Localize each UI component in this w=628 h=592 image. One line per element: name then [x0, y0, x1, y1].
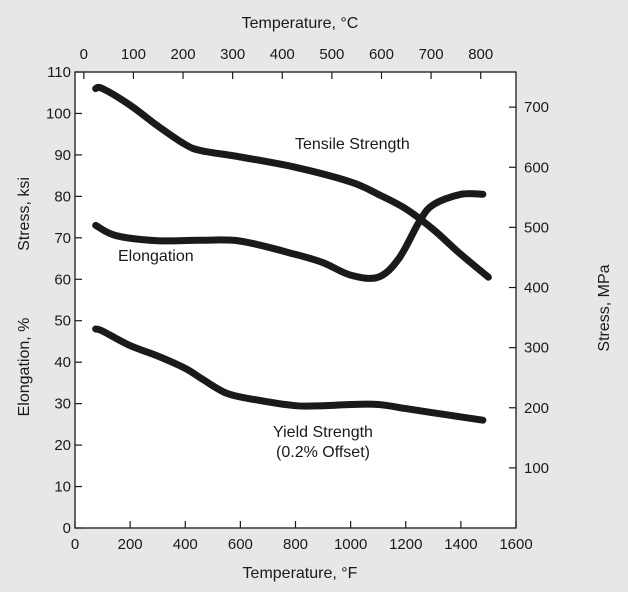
x-top-tick-label: 300 — [220, 46, 245, 63]
x-top-tick-label: 100 — [121, 46, 146, 63]
x-bottom-tick-label: 1000 — [334, 536, 367, 553]
x-top-tick-label: 500 — [319, 46, 344, 63]
x-top-tick-label: 800 — [468, 46, 493, 63]
tensile-strength-label: Tensile Strength — [295, 136, 410, 153]
y-left-tick-label: 30 — [54, 396, 71, 413]
y-right-tick-label: 300 — [524, 340, 549, 357]
y-right-tick-label: 700 — [524, 99, 549, 116]
y-left-tick-label: 10 — [54, 479, 71, 496]
yield-strength-label: Yield Strength — [273, 424, 373, 441]
elongation-label: Elongation — [118, 248, 194, 265]
y-left-tick-label: 80 — [54, 188, 71, 205]
y-left-tick-label: 40 — [54, 354, 71, 371]
x-bottom-tick-label: 1400 — [444, 536, 477, 553]
x-bottom-tick-label: 200 — [118, 536, 143, 553]
x-bottom-axis-title: Temperature, °F — [243, 565, 358, 582]
x-top-tick-label: 700 — [419, 46, 444, 63]
y-left-stress-title: Stress, ksi — [16, 177, 33, 251]
y-right-tick-label: 200 — [524, 400, 549, 417]
y-right-tick-label: 100 — [524, 460, 549, 477]
y-right-tick-label: 400 — [524, 280, 549, 297]
y-left-tick-label: 60 — [54, 271, 71, 288]
x-bottom-tick-label: 0 — [71, 536, 79, 553]
y-left-tick-label: 70 — [54, 230, 71, 247]
x-top-tick-label: 0 — [80, 46, 88, 63]
x-top-axis-title: Temperature, °C — [242, 15, 359, 32]
y-right-axis-title: Stress, MPa — [596, 264, 613, 351]
y-right-tick-label: 500 — [524, 219, 549, 236]
x-top-tick-label: 600 — [369, 46, 394, 63]
x-top-tick-label: 400 — [270, 46, 295, 63]
elongation-curve — [92, 190, 487, 282]
y-left-tick-label: 20 — [54, 437, 71, 454]
yield-offset-label: (0.2% Offset) — [276, 444, 370, 461]
y-left-tick-label: 110 — [47, 64, 71, 81]
x-bottom-tick-label: 600 — [228, 536, 253, 553]
y-left-tick-label: 50 — [54, 313, 71, 330]
y-left-elongation-title: Elongation, % — [16, 318, 33, 417]
x-bottom-tick-label: 1600 — [499, 536, 532, 553]
y-right-tick-label: 600 — [524, 159, 549, 176]
yield-strength-curve — [92, 325, 487, 424]
x-top-tick-label: 200 — [171, 46, 196, 63]
x-bottom-tick-label: 400 — [173, 536, 198, 553]
y-left-tick-label: 0 — [63, 520, 71, 537]
plot-frame — [74, 71, 517, 529]
x-bottom-tick-label: 1200 — [389, 536, 422, 553]
x-bottom-tick-label: 800 — [283, 536, 308, 553]
tensile-strength-curve — [92, 83, 492, 281]
y-left-tick-label: 90 — [54, 147, 71, 164]
y-left-tick-label: 100 — [46, 105, 71, 122]
